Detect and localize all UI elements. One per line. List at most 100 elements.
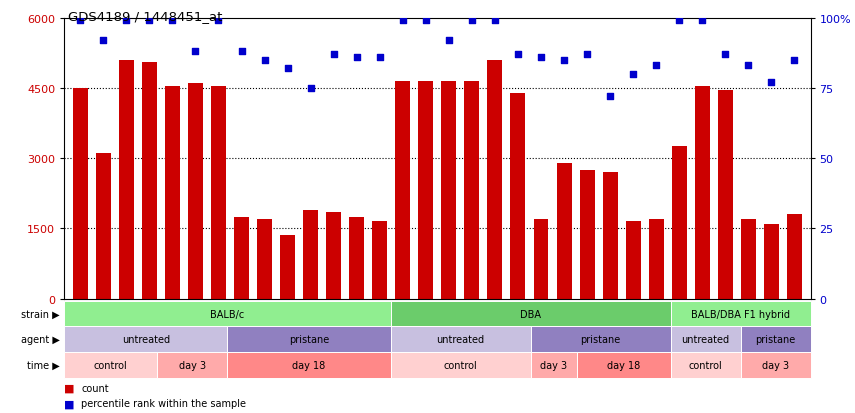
Text: day 3: day 3 xyxy=(762,360,789,370)
Bar xyxy=(695,86,710,299)
Point xyxy=(604,94,617,100)
Text: day 3: day 3 xyxy=(540,360,568,370)
Bar xyxy=(531,352,577,378)
Point xyxy=(120,18,133,25)
Point xyxy=(257,57,271,64)
Bar xyxy=(372,222,387,299)
Bar xyxy=(391,301,670,327)
Point xyxy=(97,38,110,44)
Bar xyxy=(510,93,526,299)
Bar xyxy=(487,61,503,299)
Text: control: control xyxy=(688,360,722,370)
Bar xyxy=(119,61,134,299)
Text: day 3: day 3 xyxy=(179,360,206,370)
Text: pristane: pristane xyxy=(289,335,329,344)
Bar xyxy=(557,164,571,299)
Bar xyxy=(577,352,670,378)
Bar xyxy=(740,327,811,352)
Text: untreated: untreated xyxy=(437,335,485,344)
Text: day 18: day 18 xyxy=(292,360,326,370)
Bar xyxy=(670,352,740,378)
Bar xyxy=(227,352,391,378)
Text: strain ▶: strain ▶ xyxy=(21,309,60,319)
Point xyxy=(787,57,801,64)
Bar xyxy=(280,236,295,299)
Point xyxy=(373,55,386,61)
Bar xyxy=(764,224,779,299)
Bar xyxy=(580,171,594,299)
Point xyxy=(581,52,594,58)
Point xyxy=(419,18,433,25)
Bar xyxy=(670,301,811,327)
Point xyxy=(764,80,778,86)
Point xyxy=(327,52,340,58)
Text: time ▶: time ▶ xyxy=(27,360,60,370)
Point xyxy=(189,49,203,55)
Bar xyxy=(740,352,811,378)
Bar xyxy=(188,84,203,299)
Point xyxy=(511,52,525,58)
Bar xyxy=(672,147,687,299)
Point xyxy=(718,52,732,58)
Bar xyxy=(349,217,364,299)
Point xyxy=(143,18,156,25)
Text: percentile rank within the sample: percentile rank within the sample xyxy=(81,398,246,408)
Point xyxy=(166,18,180,25)
Text: day 18: day 18 xyxy=(607,360,640,370)
Bar xyxy=(257,220,272,299)
Bar xyxy=(740,220,756,299)
Bar xyxy=(234,217,249,299)
Bar xyxy=(157,352,227,378)
Point xyxy=(534,55,548,61)
Bar xyxy=(626,222,640,299)
Bar xyxy=(531,327,670,352)
Bar xyxy=(227,327,391,352)
Text: count: count xyxy=(81,383,109,393)
Point xyxy=(695,18,709,25)
Point xyxy=(442,38,456,44)
Point xyxy=(234,49,248,55)
Bar xyxy=(391,327,531,352)
Point xyxy=(649,63,663,69)
Point xyxy=(465,18,479,25)
Bar xyxy=(464,82,480,299)
Point xyxy=(672,18,686,25)
Bar xyxy=(64,352,157,378)
Bar xyxy=(603,173,617,299)
Text: pristane: pristane xyxy=(756,335,796,344)
Text: untreated: untreated xyxy=(681,335,729,344)
Text: BALB/c: BALB/c xyxy=(210,309,245,319)
Point xyxy=(627,71,640,78)
Bar xyxy=(326,213,341,299)
Text: DBA: DBA xyxy=(520,309,541,319)
Point xyxy=(557,57,571,64)
Bar xyxy=(787,215,802,299)
Text: BALB/DBA F1 hybrid: BALB/DBA F1 hybrid xyxy=(691,309,790,319)
Point xyxy=(396,18,410,25)
Point xyxy=(304,85,317,92)
Point xyxy=(280,66,294,72)
Bar xyxy=(391,352,531,378)
Bar xyxy=(534,220,549,299)
Bar xyxy=(670,327,740,352)
Text: pristane: pristane xyxy=(581,335,621,344)
Bar xyxy=(304,210,318,299)
Bar xyxy=(64,301,391,327)
Text: GDS4189 / 1448451_at: GDS4189 / 1448451_at xyxy=(68,10,223,23)
Bar xyxy=(649,220,663,299)
Bar xyxy=(211,86,226,299)
Bar xyxy=(441,82,457,299)
Text: untreated: untreated xyxy=(121,335,170,344)
Bar xyxy=(395,82,410,299)
Point xyxy=(488,18,502,25)
Bar xyxy=(64,327,227,352)
Point xyxy=(741,63,755,69)
Text: ■: ■ xyxy=(64,383,74,393)
Text: control: control xyxy=(444,360,478,370)
Point xyxy=(350,55,363,61)
Bar xyxy=(165,86,180,299)
Text: ■: ■ xyxy=(64,398,74,408)
Bar xyxy=(718,91,733,299)
Bar xyxy=(142,63,156,299)
Point xyxy=(212,18,226,25)
